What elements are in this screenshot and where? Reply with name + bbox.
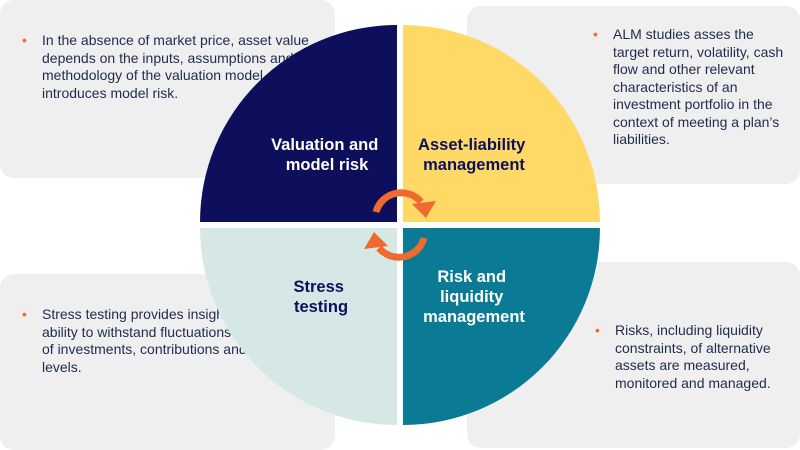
quadrant-stress-testing (200, 228, 397, 425)
bullet-icon: • (22, 32, 27, 48)
bullet-item: • Risks, including liquidity constraints… (595, 322, 790, 392)
alm-description-text: ALM studies asses the target return, vol… (613, 26, 784, 147)
bullet-icon: • (595, 322, 600, 338)
valuation-description-text: In the absence of market price, asset va… (42, 32, 309, 101)
quadrant-label-risk-liquidity: Risk and liquidity management (423, 268, 525, 326)
bullet-icon: • (22, 306, 27, 322)
cycle-arrow-bottom (376, 236, 428, 261)
cycle-arrowhead-top (412, 201, 436, 218)
cycle-arrows-icon (364, 189, 436, 261)
bullet-item: • ALM studies asses the target return, v… (593, 26, 790, 149)
bullet-icon: • (593, 26, 598, 42)
quadrant-label-asset-liability: Asset-liability management (418, 136, 530, 174)
cycle-arrow-top (372, 189, 424, 214)
cycle-arrowhead-bottom (364, 232, 388, 249)
bullet-item: • In the absence of market price, asset … (22, 32, 319, 102)
quadrant-label-valuation: Valuation and model risk (271, 136, 383, 174)
quadrant-asset-liability (403, 25, 600, 222)
risk-description-text: Risks, including liquidity constraints, … (615, 322, 771, 391)
quadrant-valuation (200, 25, 397, 222)
quadrant-risk-liquidity (403, 228, 600, 425)
quadrant-label-stress-testing: Stress testing (293, 278, 348, 316)
card-alm-description: • ALM studies asses the target return, v… (467, 6, 800, 184)
